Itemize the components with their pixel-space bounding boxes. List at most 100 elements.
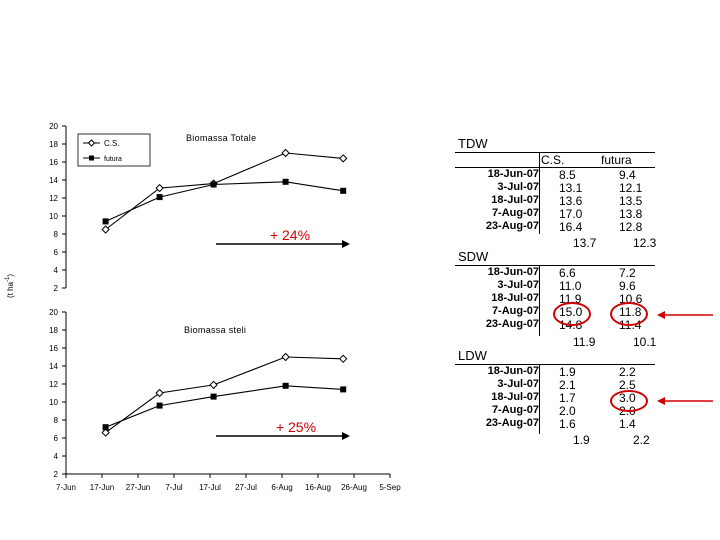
tdw-row-cs: 16.4 xyxy=(559,220,583,234)
y-tick-label: 20 xyxy=(49,122,58,131)
tdw-row-futura: 12.8 xyxy=(619,220,643,234)
data-point-diamond xyxy=(281,148,290,158)
y-tick-label: 4 xyxy=(54,452,59,461)
ldw-row-futura: 2.5 xyxy=(619,378,636,392)
ldw-row-futura: 1.4 xyxy=(619,417,636,431)
y-tick-label: 6 xyxy=(54,248,59,257)
tdw-row-date: 18-Jul-07 xyxy=(491,194,539,206)
y-tick-label: 14 xyxy=(49,362,58,371)
data-point-square xyxy=(282,178,289,185)
sdw-top-rule xyxy=(455,265,655,266)
data-point-square xyxy=(102,218,109,225)
tdw-row-date: 18-Jun-07 xyxy=(487,168,539,180)
tdw-row-cs: 13.6 xyxy=(559,194,583,208)
y-tick-label: 2 xyxy=(54,284,59,293)
data-point-square xyxy=(156,194,163,201)
chart-title: Biomassa steli xyxy=(184,325,246,335)
sdw-row-date: 23-Aug-07 xyxy=(485,318,539,330)
growth-arrow-head xyxy=(342,432,350,440)
x-tick-label: 7-Jul xyxy=(165,483,183,492)
tdw-avg-cs: 13.7 xyxy=(573,236,597,250)
tdw-col-rule xyxy=(539,152,540,234)
y-tick-label: 6 xyxy=(54,434,59,443)
y-tick-label: 18 xyxy=(49,326,58,335)
ldw-row-cs: 2.0 xyxy=(559,404,576,418)
x-tick-label: 27-Jul xyxy=(235,483,257,492)
tdw-row-futura: 12.1 xyxy=(619,181,643,195)
legend-label-futura: futura xyxy=(104,156,122,163)
tdw-header-futura: futura xyxy=(601,153,632,167)
y-tick-label: 12 xyxy=(49,380,58,389)
data-point-diamond xyxy=(338,154,348,163)
y-tick-label: 16 xyxy=(49,344,58,353)
tdw-row-cs: 13.1 xyxy=(559,181,583,195)
data-point-square xyxy=(340,386,347,393)
tdw-title: TDW xyxy=(458,136,488,151)
ldw-avg-futura: 2.2 xyxy=(633,433,650,447)
ldw-row-cs: 1.6 xyxy=(559,417,576,431)
data-point-diamond xyxy=(281,352,290,362)
x-tick-label: 27-Jun xyxy=(126,483,150,492)
y-tick-label: 20 xyxy=(49,308,58,317)
highlight-ring-ldw-futura xyxy=(610,390,648,412)
ldw-row-date: 7-Aug-07 xyxy=(491,404,539,416)
data-point-square xyxy=(210,393,217,400)
growth-annotation: + 24% xyxy=(270,227,310,243)
tdw-top-rule xyxy=(455,152,655,153)
tdw-row-futura: 9.4 xyxy=(619,168,636,182)
sdw-row-futura: 9.6 xyxy=(619,279,636,293)
x-tick-label: 17-Jul xyxy=(199,483,221,492)
ldw-avg-cs: 1.9 xyxy=(573,433,590,447)
tdw-row-date: 23-Aug-07 xyxy=(485,220,539,232)
y-tick-label: 10 xyxy=(49,212,58,221)
growth-annotation: + 25% xyxy=(276,419,316,435)
data-point-diamond xyxy=(209,380,218,390)
ldw-row-cs: 2.1 xyxy=(559,378,576,392)
y-tick-label: 8 xyxy=(54,230,59,239)
chart-title: Biomassa Totale xyxy=(186,133,256,143)
tdw-row-date: 3-Jul-07 xyxy=(497,181,539,193)
highlight-ring-sdw-cs xyxy=(553,302,591,326)
sdw-col-rule xyxy=(539,265,540,336)
data-point-diamond xyxy=(338,354,348,364)
sdw-row-date: 18-Jul-07 xyxy=(491,292,539,304)
legend-label-cs: C.S. xyxy=(104,139,120,148)
data-point-diamond xyxy=(155,183,164,193)
y-tick-label: 2 xyxy=(54,470,59,479)
sdw-row-date: 3-Jul-07 xyxy=(497,279,539,291)
y-tick-label: 16 xyxy=(49,158,58,167)
legend-box xyxy=(77,133,151,167)
tdw-row-cs: 8.5 xyxy=(559,168,576,182)
sdw-avg-cs: 11.9 xyxy=(573,335,596,349)
ldw-row-cs: 1.9 xyxy=(559,365,576,379)
data-point-square xyxy=(282,382,289,389)
tdw-header-cs: C.S. xyxy=(541,153,565,167)
ldw-row-futura: 2.2 xyxy=(619,365,636,379)
y-tick-label: 12 xyxy=(49,194,58,203)
y-tick-label: 8 xyxy=(54,416,59,425)
growth-arrow-head xyxy=(342,240,350,248)
x-tick-label: 6-Aug xyxy=(271,483,292,492)
x-tick-label: 5-Sep xyxy=(379,483,401,492)
sdw-table: SDW 18-Jun-07 6.6 7.2 3-Jul-07 11.0 9.6 … xyxy=(455,249,657,359)
data-point-square xyxy=(102,424,109,431)
tdw-table: TDW C.S. futura 18-Jun-07 8.5 9.4 3-Jul-… xyxy=(455,136,657,256)
tdw-row-cs: 17.0 xyxy=(559,207,583,221)
y-tick-label: 4 xyxy=(54,266,59,275)
ldw-row-date: 23-Aug-07 xyxy=(485,417,539,429)
tdw-header-rule xyxy=(455,167,655,168)
red-arrow-icon xyxy=(657,311,713,319)
ldw-row-cs: 1.7 xyxy=(559,391,576,405)
data-point-square xyxy=(340,187,347,194)
red-arrow-icon xyxy=(657,397,713,405)
x-tick-label: 16-Aug xyxy=(305,483,331,492)
y-tick-label: 18 xyxy=(49,140,58,149)
sdw-title: SDW xyxy=(458,249,489,264)
x-tick-label: 17-Jun xyxy=(90,483,114,492)
data-point-diamond xyxy=(155,388,164,398)
ldw-col-rule xyxy=(539,364,540,434)
y-tick-label: 14 xyxy=(49,176,58,185)
sdw-row-cs: 11.0 xyxy=(559,279,582,293)
data-point-diamond xyxy=(101,428,110,437)
